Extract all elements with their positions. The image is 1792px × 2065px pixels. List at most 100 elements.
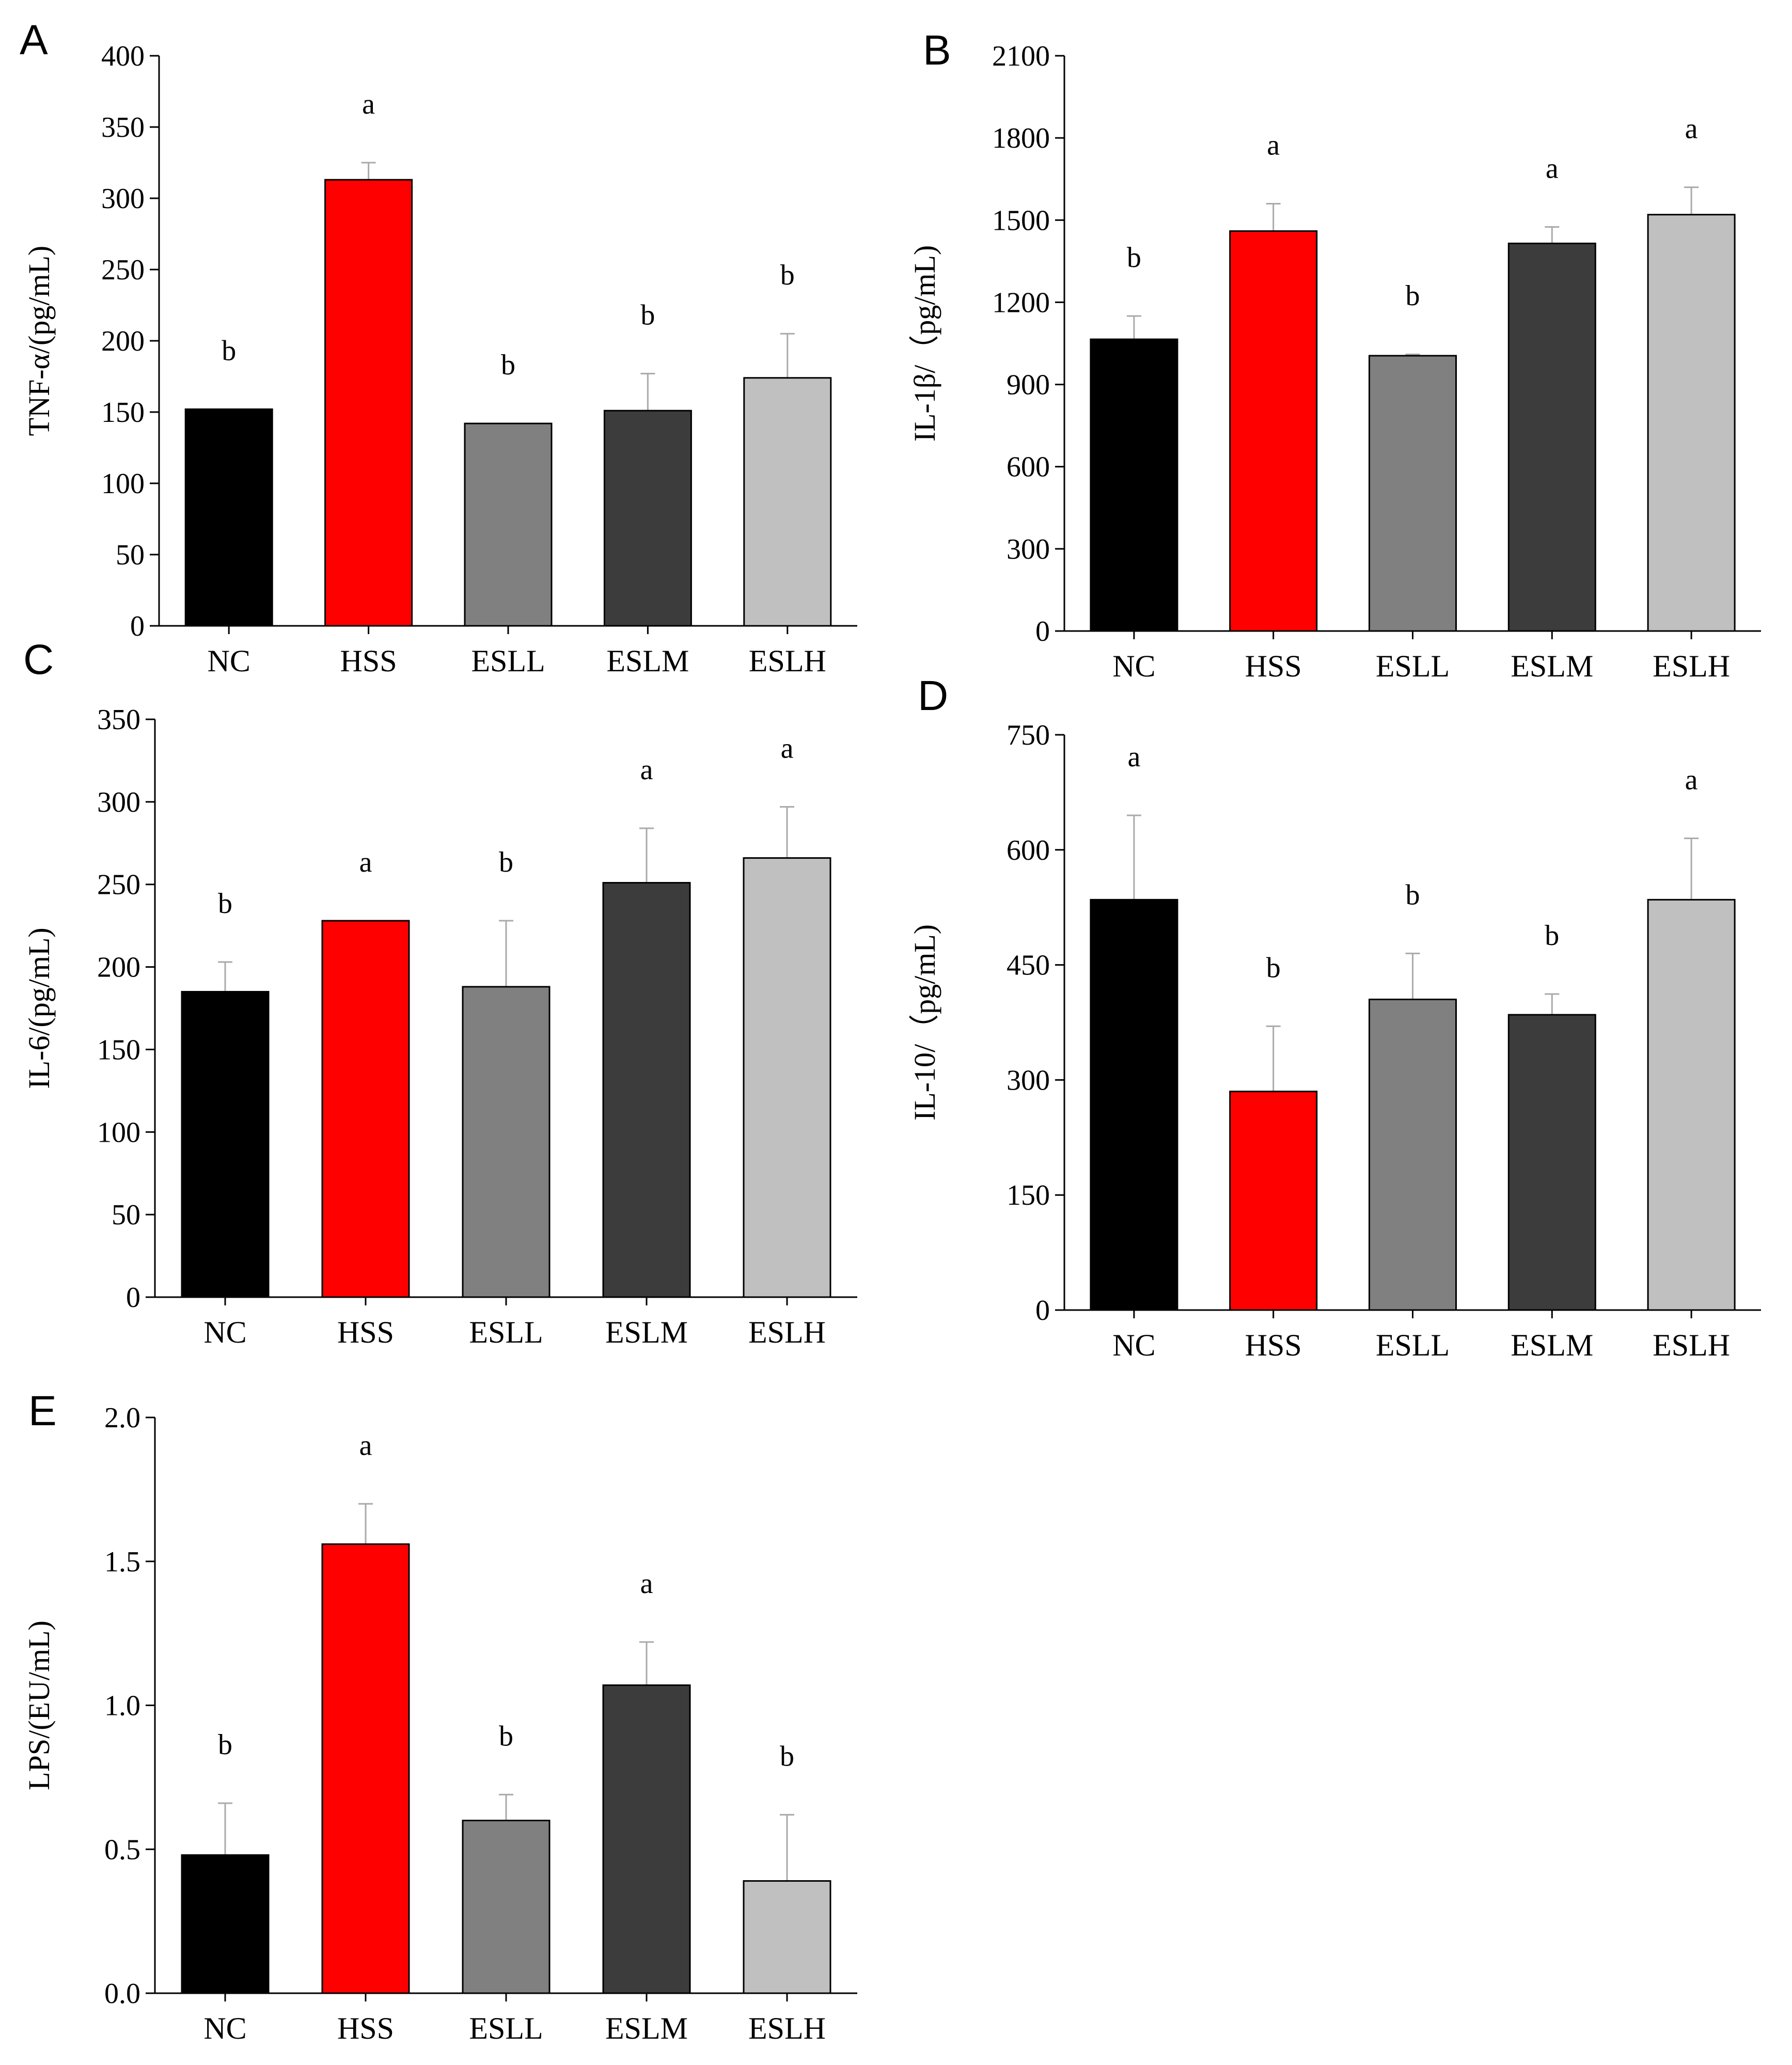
panel-c-y-tick-label: 200 [97,952,140,984]
panel-c-y-tick-label: 100 [97,1116,140,1148]
panel-b-bar-esll [1369,355,1457,632]
panel-e-y-tick-label: 0.5 [104,1834,140,1866]
panel-d-significance-eslh: a [1685,764,1698,796]
panel-e-x-label-esll: ESLL [469,2011,543,2045]
panel-d-x-label-eslm: ESLM [1511,1328,1593,1362]
panel-a-x-label-nc: NC [208,644,250,678]
panel-c-significance-eslh: a [781,732,794,764]
panel-b-x-label-eslh: ESLH [1653,649,1730,683]
panel-d-il-10: D IL-10/（pg/mL) 0 150 300 450 600 750 a NC b HSS b… [908,672,1761,1362]
panel-a-significance-hss: a [362,88,375,120]
panel-c-y-tick-label: 250 [97,869,140,901]
panel-a-tnf-alpha: A TNF-α/(pg/mL) 0 50 100 150 200 250 300 350 400… [20,17,857,678]
panel-a-x-label-esll: ESLL [471,644,545,678]
panel-d-y-tick-label: 450 [1007,950,1050,982]
panel-b-y-tick-label: 1800 [992,122,1050,154]
panel-a-y-tick-label: 300 [101,183,145,215]
panel-e-significance-eslm: a [640,1568,653,1600]
panel-c-x-label-esll: ESLL [469,1315,543,1349]
panel-d-x-label-esll: ESLL [1376,1328,1450,1362]
panel-e-significance-nc: b [218,1729,232,1761]
panel-b-significance-nc: b [1127,242,1141,274]
panel-b-bar-hss [1229,230,1318,632]
panel-d-bar-eslm [1507,1014,1596,1311]
panel-c-x-label-hss: HSS [337,1315,394,1349]
panel-c-y-tick-label: 50 [112,1199,140,1231]
panel-b-x-label-nc: NC [1112,649,1155,683]
panel-a-y-tick-label: 350 [101,112,145,144]
panel-a-x-label-hss: HSS [340,644,397,678]
panel-a-y-tick-label: 200 [101,325,145,357]
panel-c-bar-hss [321,920,410,1298]
panel-b-significance-hss: a [1267,129,1280,161]
panel-e-x-label-nc: NC [203,2011,246,2045]
panel-b-bar-eslh [1647,214,1736,632]
panel-c-significance-esll: b [499,846,513,878]
panel-a-y-tick-label: 400 [101,40,145,72]
panel-c-x-label-nc: NC [203,1315,246,1349]
panel-e-y-tick-label: 2.0 [104,1402,140,1434]
panel-d-bar-esll [1369,998,1457,1311]
panel-b-x-label-eslm: ESLM [1511,649,1593,683]
panel-e-x-label-eslm: ESLM [605,2011,688,2045]
panel-a-bar-hss [324,179,413,627]
panel-b-y-tick-label: 2100 [992,40,1050,72]
panel-e-lps: E LPS/(EU/mL) 0.0 0.5 1.0 1.5 2.0 b NC a HSS b ESL… [22,1388,857,2045]
panel-e-bar-esll [462,1820,551,1994]
panel-e-bar-eslm [602,1684,691,1994]
panel-a-letter: A [20,17,48,64]
panel-d-y-axis-label: IL-10/（pg/mL) [908,924,941,1121]
panel-b-y-tick-label: 0 [1035,616,1050,648]
panel-c-bar-eslm [602,882,691,1298]
panel-c-x-label-eslm: ESLM [605,1315,688,1349]
panel-b-x-label-hss: HSS [1245,649,1302,683]
panel-d-bar-nc [1090,898,1178,1311]
panel-d-y-tick-label: 150 [1007,1179,1050,1211]
panel-c-y-tick-label: 0 [126,1282,140,1314]
panel-d-letter: D [918,672,948,719]
panel-c-bar-nc [181,991,270,1298]
panel-a-bar-esll [464,422,553,627]
panel-b-y-tick-label: 300 [1007,533,1050,565]
panel-a-significance-eslh: b [780,259,795,291]
panel-a-y-tick-label: 50 [116,539,145,571]
panel-e-x-label-hss: HSS [337,2011,394,2045]
panel-b-y-tick-label: 1200 [992,287,1050,319]
panel-a-y-tick-label: 0 [130,610,145,642]
panel-b-y-tick-label: 900 [1007,369,1050,401]
panel-e-significance-esll: b [499,1720,513,1752]
panel-d-x-label-hss: HSS [1245,1328,1302,1362]
panel-e-y-axis-label: LPS/(EU/mL) [22,1620,56,1790]
panel-b-bar-nc [1090,338,1178,632]
panel-b-x-label-esll: ESLL [1376,649,1450,683]
panel-a-x-label-eslm: ESLM [606,644,689,678]
panel-a-y-tick-label: 100 [101,468,145,500]
panel-d-significance-eslm: b [1545,920,1559,952]
panel-c-letter: C [23,636,54,683]
panel-a-significance-nc: b [222,335,236,367]
panel-e-significance-eslh: b [780,1740,794,1772]
panel-b-y-tick-label: 1500 [992,204,1050,237]
panel-c-y-tick-label: 150 [97,1034,140,1066]
panel-e-y-tick-label: 0.0 [104,1978,140,2010]
panel-e-bar-hss [321,1543,410,1994]
panel-b-significance-eslh: a [1685,113,1698,145]
panel-e-y-tick-label: 1.5 [104,1546,140,1578]
panel-a-bar-nc [184,408,273,627]
panel-d-significance-nc: a [1127,741,1140,773]
panel-c-y-axis-label: IL-6/(pg/mL) [22,927,56,1089]
panel-d-y-tick-label: 750 [1007,719,1050,751]
panel-a-significance-eslm: b [640,299,655,331]
panel-b-y-axis-label: IL-1β/（pg/mL) [908,245,941,442]
panel-c-bar-eslh [743,857,831,1298]
panel-c-y-tick-label: 300 [97,786,140,818]
panel-a-bar-eslm [603,409,692,627]
panel-e-bar-nc [181,1854,270,1994]
panel-d-significance-hss: b [1266,952,1281,984]
panel-a-significance-esll: b [501,349,515,381]
panel-c-bar-esll [462,986,551,1298]
panel-b-letter: B [923,27,951,74]
panel-d-bar-hss [1229,1091,1318,1311]
